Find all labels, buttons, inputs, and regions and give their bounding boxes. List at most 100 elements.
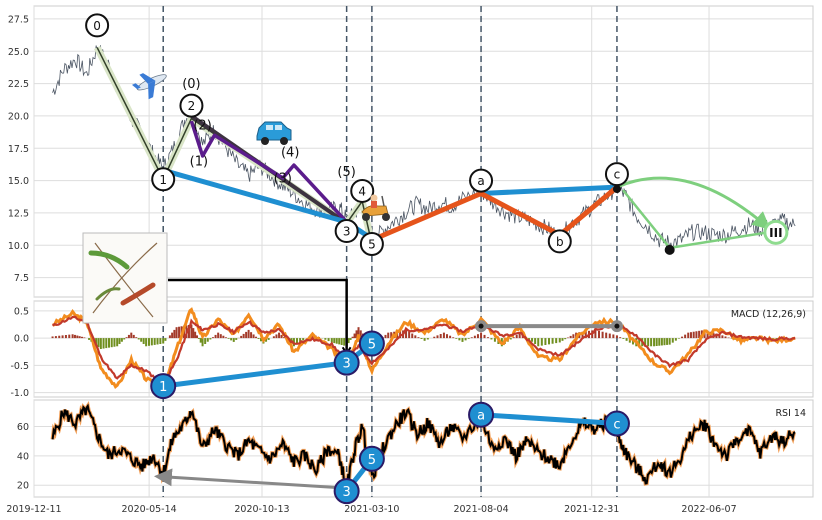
car-wheel — [261, 137, 269, 145]
macd-histogram-bar — [197, 338, 200, 339]
macd-histogram-bar — [706, 330, 709, 339]
macd-histogram-bar — [140, 338, 143, 342]
macd-histogram-bar — [255, 336, 258, 339]
macd-histogram-bar — [518, 332, 521, 339]
macd-histogram-bar — [561, 338, 564, 341]
macd-histogram-bar — [527, 338, 530, 340]
macd-histogram-bar — [433, 336, 436, 339]
macd-histogram-bar — [411, 333, 414, 339]
macd-histogram-bar — [653, 338, 656, 347]
wave-label-text: 3 — [343, 225, 351, 239]
macd-histogram-bar — [204, 338, 207, 344]
macd-histogram-bar — [650, 338, 653, 347]
macd-marker-text: 1 — [159, 380, 167, 395]
wave-label-circle — [85, 13, 110, 38]
macd-histogram-bar — [355, 330, 358, 339]
macd-histogram-bar — [660, 338, 663, 346]
scooter-wheel — [382, 213, 390, 221]
price-y-tick-label: 12.5 — [8, 208, 29, 219]
wave-label-circle — [151, 167, 176, 192]
x-tick-label: 2022-06-07 — [681, 504, 736, 515]
macd-histogram-bar — [534, 338, 537, 344]
macd-y-tick-label: -1.0 — [10, 388, 29, 399]
wave-label-text: 4 — [358, 184, 366, 198]
macd-histogram-bar — [187, 324, 190, 339]
macd-histogram-bar — [612, 334, 615, 339]
price-y-tick-label: 7.5 — [14, 273, 29, 284]
macd-histogram-bar — [97, 338, 100, 348]
macd-histogram-bar — [692, 331, 695, 339]
macd-histogram-bar — [509, 338, 512, 340]
scooter-handle — [381, 195, 385, 207]
macd-histogram-bar — [64, 335, 67, 339]
macd-histogram-bar — [353, 333, 356, 339]
macd-histogram-bar — [581, 331, 584, 339]
macd-histogram-bar — [566, 337, 569, 339]
macd-histogram-bar — [250, 332, 253, 339]
macd-histogram-bar — [259, 338, 262, 342]
macd-histogram-bar — [137, 338, 140, 340]
macd-histogram-bar — [677, 338, 680, 339]
macd-histogram-bar — [68, 334, 71, 339]
macd-histogram-bar — [417, 337, 420, 339]
rsi-marker-circle — [603, 410, 630, 437]
macd-histogram-bar — [272, 336, 275, 339]
wave-label-text: (3) — [274, 172, 292, 187]
macd-histogram-bar — [108, 338, 111, 348]
macd-histogram-bar — [408, 331, 411, 339]
macd-histogram-bar — [214, 334, 217, 339]
macd-histogram-bar — [230, 338, 233, 341]
wave-label-circle — [547, 229, 572, 254]
macd-histogram-bar — [605, 332, 608, 339]
macd-histogram-bar — [449, 335, 452, 339]
macd-histogram-bar — [156, 338, 159, 345]
macd-histogram-bar — [442, 332, 445, 339]
macd-histogram-bar — [531, 338, 534, 342]
macd-histogram-bar — [625, 338, 628, 341]
macd-histogram-bar — [674, 338, 677, 341]
scooter-icon — [361, 194, 390, 221]
wave-label-text: 2 — [188, 99, 196, 113]
macd-histogram-bar — [493, 338, 496, 342]
rsi-marker-circle — [333, 478, 360, 505]
car-icon — [256, 121, 292, 145]
macd-histogram-bar — [446, 334, 449, 339]
macd-histogram-bar — [132, 334, 135, 339]
scooter-rider-head — [370, 194, 378, 202]
macd-histogram-bar — [335, 338, 338, 344]
x-tick-label: 2020-05-14 — [121, 504, 176, 515]
macd-histogram-bar — [240, 335, 243, 339]
macd-histogram-bar — [171, 332, 174, 339]
macd-histogram-bar — [387, 332, 390, 339]
macd-histogram-bar — [245, 331, 248, 339]
macd-histogram-bar — [349, 338, 352, 340]
connector-line — [168, 278, 348, 354]
macd-histogram-bar — [558, 338, 561, 343]
wave-label-circle — [763, 219, 789, 245]
macd-histogram-bar — [275, 334, 278, 339]
airplane-wing — [139, 73, 156, 84]
macd-histogram-bar — [280, 334, 283, 339]
wave-label-text: a — [477, 174, 484, 188]
rsi-y-tick-label: 40 — [17, 451, 29, 462]
macd-histogram-bar — [483, 334, 486, 339]
macd-histogram-bar — [95, 338, 98, 346]
macd-histogram-bar — [689, 332, 692, 339]
macd-histogram-bar — [515, 334, 518, 339]
wave-subwave-line — [189, 120, 348, 224]
macd-histogram-bar — [173, 329, 176, 339]
macd-histogram-bar — [658, 338, 661, 346]
macd-histogram-bar — [405, 329, 408, 339]
macd-histogram-bar — [695, 331, 698, 339]
rsi-divergence-line — [480, 412, 618, 426]
car-wheel — [280, 137, 288, 145]
macd-histogram-bar — [201, 338, 204, 347]
rsi-y-tick-label: 60 — [17, 422, 29, 433]
trend-blue-line — [480, 184, 618, 196]
price-y-tick-label: 15.0 — [8, 176, 29, 187]
rsi-gray-arrow — [153, 468, 347, 490]
macd-marker-circle — [333, 349, 360, 376]
macd-histogram-bar — [78, 336, 81, 339]
macd-histogram-bar — [153, 338, 156, 345]
